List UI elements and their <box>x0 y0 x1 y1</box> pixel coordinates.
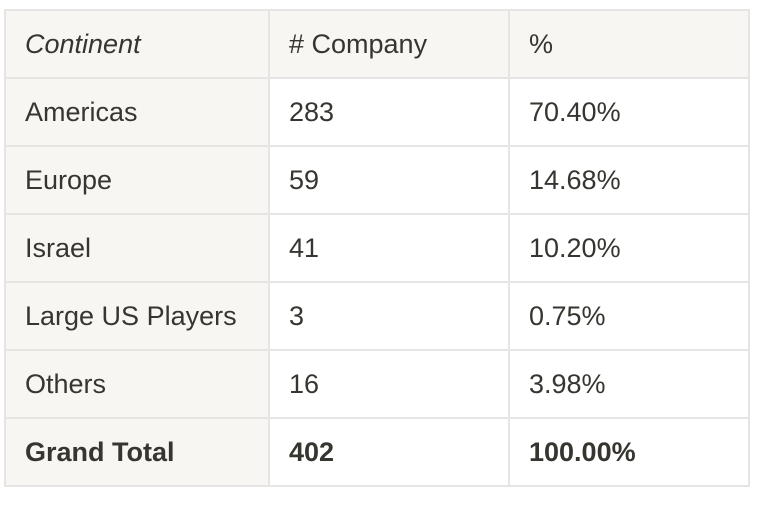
cell-company-count: 283 <box>268 77 510 147</box>
table-row: Others 16 3.98% <box>4 349 750 419</box>
grand-total-row: Grand Total 402 100.00% <box>4 417 750 487</box>
continent-company-table: Continent # Company % Americas 283 70.40… <box>4 9 750 487</box>
cell-continent: Americas <box>4 77 270 147</box>
cell-company-count: 3 <box>268 281 510 351</box>
cell-continent: Others <box>4 349 270 419</box>
cell-company-count: 59 <box>268 145 510 215</box>
cell-total-company-count: 402 <box>268 417 510 487</box>
cell-percent: 3.98% <box>508 349 750 419</box>
data-table-container: Continent # Company % Americas 283 70.40… <box>4 9 750 487</box>
cell-total-label: Grand Total <box>4 417 270 487</box>
cell-percent: 10.20% <box>508 213 750 283</box>
table-row: Europe 59 14.68% <box>4 145 750 215</box>
header-percent: % <box>508 9 750 79</box>
cell-percent: 70.40% <box>508 77 750 147</box>
cell-continent: Europe <box>4 145 270 215</box>
cell-percent: 14.68% <box>508 145 750 215</box>
table-row: Large US Players 3 0.75% <box>4 281 750 351</box>
cell-continent: Israel <box>4 213 270 283</box>
cell-company-count: 16 <box>268 349 510 419</box>
table-row: Israel 41 10.20% <box>4 213 750 283</box>
cell-percent: 0.75% <box>508 281 750 351</box>
header-company-count: # Company <box>268 9 510 79</box>
cell-total-percent: 100.00% <box>508 417 750 487</box>
header-continent: Continent <box>4 9 270 79</box>
cell-continent: Large US Players <box>4 281 270 351</box>
table-header-row: Continent # Company % <box>4 9 750 79</box>
table-row: Americas 283 70.40% <box>4 77 750 147</box>
cell-company-count: 41 <box>268 213 510 283</box>
